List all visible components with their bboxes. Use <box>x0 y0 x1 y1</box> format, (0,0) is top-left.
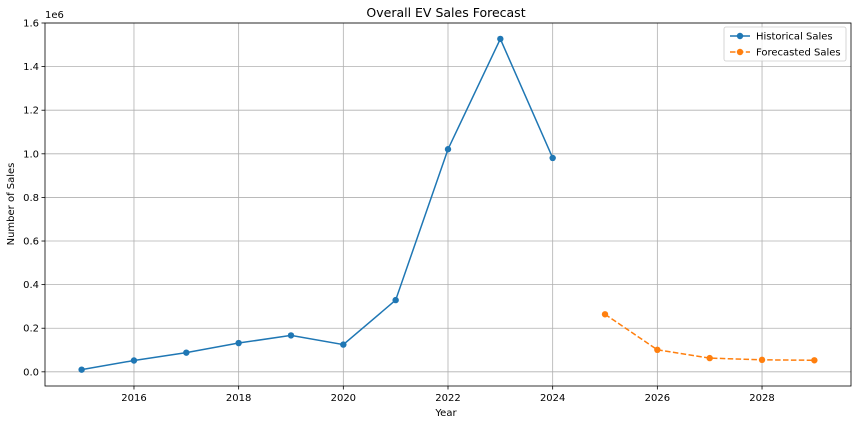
x-tick-label: 2020 <box>331 393 356 404</box>
x-axis-ticks: 2016 2018 2020 2022 2024 2026 2028 <box>121 386 775 404</box>
historical-sales-point <box>287 332 295 339</box>
forecasted-sales-line <box>604 313 815 362</box>
historical-sales-point <box>235 339 242 347</box>
y-tick-label: 0.2 <box>23 324 39 335</box>
y-tick-label: 1.4 <box>23 62 39 73</box>
historical-sales-point <box>549 154 556 162</box>
forecasted-sales-point <box>601 311 609 318</box>
y-tick-label: 0.8 <box>23 193 39 204</box>
historical-sales-point <box>340 341 347 348</box>
historical-sales-line <box>81 37 554 371</box>
x-tick-label: 2026 <box>645 393 670 404</box>
y-axis-ticks: 0.0 0.2 0.4 0.6 0.8 1.0 1.2 1.4 1.6 <box>23 19 45 378</box>
x-tick-label: 2016 <box>121 393 146 404</box>
x-axis-label: Year <box>434 408 457 419</box>
legend-historical-sales-label: Historical Sales <box>756 32 833 43</box>
y-tick-label: 1.2 <box>23 106 39 117</box>
y-tick-label: 1.6 <box>23 19 39 30</box>
forecasted-sales-point <box>811 357 818 364</box>
legend-box <box>723 26 847 62</box>
y-tick-label: 0.6 <box>23 237 39 248</box>
chart-title: Overall EV Sales Forecast <box>366 5 525 20</box>
y-scale-label: 1e6 <box>45 10 64 21</box>
historical-sales-point <box>444 146 452 153</box>
y-tick-label: 0.4 <box>23 280 39 291</box>
historical-sales-point <box>78 366 85 373</box>
x-tick-label: 2018 <box>226 393 251 404</box>
grid-lines <box>45 22 851 386</box>
forecasted-sales-point <box>654 346 661 354</box>
x-tick-label: 2022 <box>435 393 460 404</box>
legend-forecasted-sales-marker <box>736 48 744 56</box>
legend: Historical Sales Forecasted Sales <box>723 26 847 62</box>
historical-sales-point <box>183 349 190 356</box>
forecasted-sales-point <box>758 356 766 364</box>
series-layer <box>78 35 818 373</box>
y-axis-label: Number of Sales <box>6 163 17 246</box>
y-tick-label: 0.0 <box>23 367 39 378</box>
x-tick-label: 2024 <box>540 393 565 404</box>
x-tick-label: 2028 <box>749 393 774 404</box>
y-tick-label: 1.0 <box>23 149 39 160</box>
historical-sales-point <box>497 35 504 43</box>
legend-historical-sales-marker <box>736 32 744 40</box>
historical-sales-point <box>130 357 138 364</box>
legend-forecasted-sales-label: Forecasted Sales <box>756 48 841 59</box>
historical-sales-point <box>392 296 399 304</box>
forecasted-sales-point <box>706 354 713 362</box>
